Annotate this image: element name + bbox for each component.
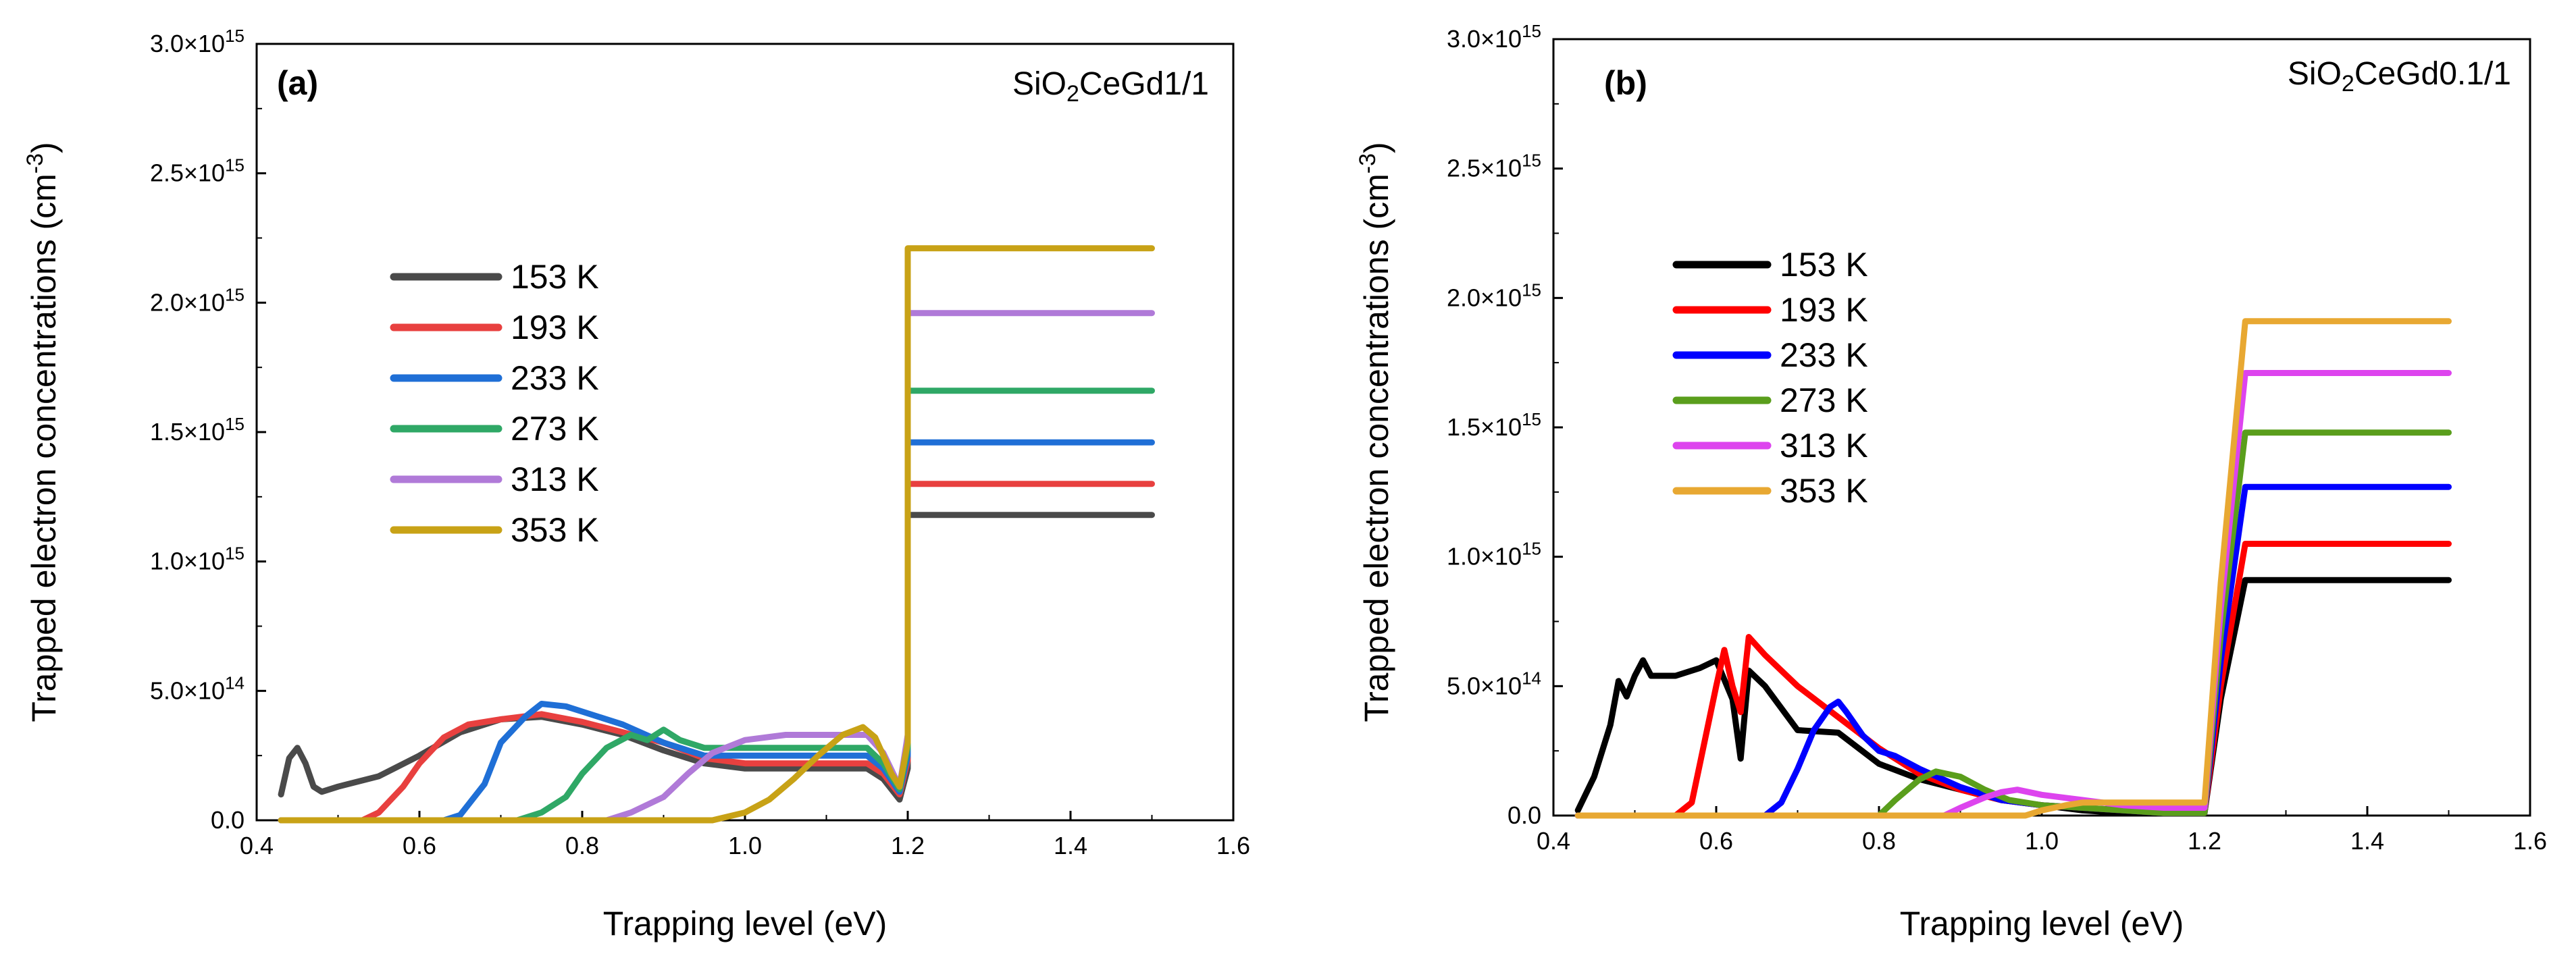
panel-b-y-tick-label: 0.0 bbox=[1508, 801, 1541, 829]
panel-a-y-tick-label: 1.5×1015 bbox=[150, 414, 244, 446]
panel-a-x-tick-label: 1.0 bbox=[728, 832, 762, 859]
panel-b-x-tick-label: 1.6 bbox=[2513, 827, 2547, 855]
panel-a-series-line-353k bbox=[278, 245, 1155, 824]
panel-b-sample-label: SiO2CeGd0.1/1 bbox=[2288, 56, 2511, 97]
panel-b-x-tick-label: 0.8 bbox=[1862, 827, 1896, 855]
panel-b-x-tick-label: 1.2 bbox=[2188, 827, 2221, 855]
panel-b-series-line-153k bbox=[1574, 577, 2452, 816]
panel-a-series-line-193k bbox=[278, 481, 1155, 824]
panel-a-legend-label: 353 K bbox=[511, 511, 599, 549]
panel-a-chart: 0.0 5.0×1014 1.0×1015 1.5×1015 2.0×1015 2.5×1… bbox=[22, 26, 1250, 942]
panel-b-y-tick-label: 3.0×1015 bbox=[1447, 21, 1541, 53]
panel-b-y-tick-label: 2.0×1015 bbox=[1447, 280, 1541, 311]
panel-b-y-tick-label: 2.5×1015 bbox=[1447, 151, 1541, 182]
panel-a-x-tick-label: 0.4 bbox=[240, 832, 274, 859]
panel-b-legend: 153 K 193 K 233 K 273 K 313 K 353 K bbox=[1672, 246, 1868, 510]
panel-a-x-tick-label: 1.2 bbox=[891, 832, 925, 859]
panel-a-legend-label: 153 K bbox=[511, 258, 599, 296]
panel-a-x-tick-label: 0.8 bbox=[565, 832, 599, 859]
panel-a-y-tick-label: 2.5×1015 bbox=[150, 155, 244, 187]
panel-b-x-axis-title: Trapping level (eV) bbox=[1900, 905, 2184, 942]
panel-a-axis-ticks bbox=[255, 43, 1235, 822]
panel-a-x-axis-title: Trapping level (eV) bbox=[603, 905, 887, 942]
panel-a-x-tick-labels: 0.4 0.6 0.8 1.0 1.2 1.4 1.6 bbox=[240, 832, 1250, 859]
panel-b-x-tick-labels: 0.4 0.6 0.8 1.0 1.2 1.4 1.6 bbox=[1537, 827, 2547, 855]
panel-b-y-tick-label: 1.0×1015 bbox=[1447, 539, 1541, 570]
panel-b-plot-frame bbox=[1552, 38, 2531, 817]
panel-b-y-axis-title: Trapped electron concentrations (cm-3) bbox=[1355, 142, 1395, 722]
panel-b-x-tick-label: 0.6 bbox=[1699, 827, 1733, 855]
panel-a-legend-label: 233 K bbox=[511, 359, 599, 397]
panel-b-legend-label: 193 K bbox=[1780, 291, 1868, 329]
panel-b-x-tick-label: 0.4 bbox=[1537, 827, 1570, 855]
panel-b-series-line-313k bbox=[1574, 370, 2452, 819]
panel-b-legend-label: 233 K bbox=[1780, 336, 1868, 374]
panel-a-y-tick-label: 3.0×1015 bbox=[150, 26, 244, 57]
panel-a-x-tick-label: 0.6 bbox=[403, 832, 436, 859]
panel-b-y-tick-label: 1.5×1015 bbox=[1447, 409, 1541, 441]
panel-a-y-tick-label: 5.0×1014 bbox=[150, 672, 244, 704]
panel-b-y-tick-labels: 0.0 5.0×1014 1.0×1015 1.5×1015 2.0×1015 2.5×1… bbox=[1447, 21, 1541, 829]
panel-a-series-lines bbox=[278, 245, 1155, 824]
panel-a-x-tick-label: 1.4 bbox=[1054, 832, 1087, 859]
panel-a-x-tick-label: 1.6 bbox=[1216, 832, 1250, 859]
panel-b-x-tick-label: 1.4 bbox=[2350, 827, 2384, 855]
panel-b-legend-label: 353 K bbox=[1780, 472, 1868, 510]
panel-a-letter: (a) bbox=[277, 64, 318, 102]
panel-b-series-line-193k bbox=[1574, 541, 2452, 819]
panel-b-legend-label: 313 K bbox=[1780, 427, 1868, 464]
panel-b-series-lines bbox=[1574, 318, 2452, 819]
panel-b-chart: 0.0 5.0×1014 1.0×1015 1.5×1015 2.0×1015 2.5×1… bbox=[1355, 21, 2547, 942]
panel-a-y-axis-title: Trapped electron concentrations (cm-3) bbox=[22, 142, 63, 722]
panel-a-y-tick-labels: 0.0 5.0×1014 1.0×1015 1.5×1015 2.0×1015 2.5×1… bbox=[150, 26, 244, 834]
panel-a-y-tick-label: 0.0 bbox=[211, 806, 244, 834]
panel-a-sample-label: SiO2CeGd1/1 bbox=[1012, 66, 1209, 107]
panel-a-legend-label: 193 K bbox=[511, 309, 599, 346]
panel-b-x-tick-label: 1.0 bbox=[2025, 827, 2059, 855]
panel-a-y-tick-label: 1.0×1015 bbox=[150, 543, 244, 575]
panel-a-y-tick-label: 2.0×1015 bbox=[150, 284, 244, 316]
panel-b-series-line-353k bbox=[1574, 318, 2452, 819]
panel-b-letter: (b) bbox=[1604, 64, 1647, 102]
panel-a-legend: 153 K 193 K 233 K 273 K 313 K 353 K bbox=[390, 258, 599, 549]
panel-a-legend-label: 313 K bbox=[511, 460, 599, 498]
panel-b-y-tick-label: 5.0×1014 bbox=[1447, 668, 1541, 699]
panel-b-axis-ticks bbox=[1552, 38, 2531, 817]
panel-a-legend-label: 273 K bbox=[511, 410, 599, 448]
panel-b-legend-label: 153 K bbox=[1780, 246, 1868, 284]
panel-b-legend-label: 273 K bbox=[1780, 381, 1868, 419]
panel-b-series-line-233k bbox=[1574, 483, 2452, 819]
